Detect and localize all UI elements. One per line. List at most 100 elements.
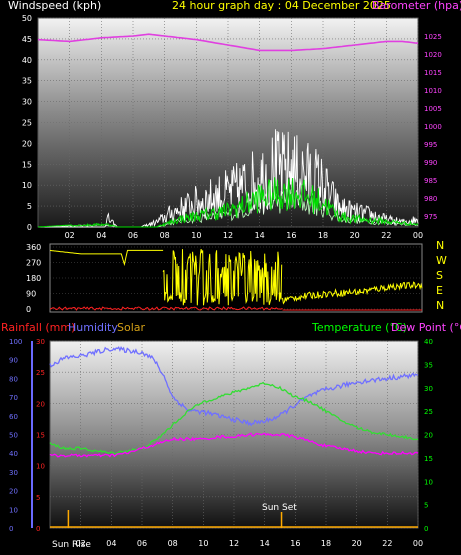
rain-tick-label: 15 bbox=[36, 432, 45, 440]
wind-gust-line bbox=[38, 129, 419, 228]
humidity-title: Humidity bbox=[68, 321, 118, 334]
temperature-tick-label: 25 bbox=[424, 408, 433, 416]
barometer-tick-label: 1010 bbox=[424, 87, 442, 95]
temperature-tick-label: 5 bbox=[424, 502, 428, 510]
compass-label: N bbox=[436, 299, 444, 312]
wind-x-tick-label: 04 bbox=[96, 231, 106, 240]
wind-series bbox=[37, 33, 419, 228]
temperature-tick-label: 30 bbox=[424, 385, 433, 393]
wind-x-tick-label: 18 bbox=[318, 231, 328, 240]
temp-panel: 0102030405060708090100051015202530051015… bbox=[9, 338, 433, 548]
humidity-tick-label: 0 bbox=[9, 525, 13, 533]
temp-axes-ticks: 0 10 20 30 40 50 60 70 80 90 100 0 5 10 15 20 25 30 0 5 10 15… bbox=[9, 338, 433, 533]
direction-tick-label: 0 bbox=[26, 305, 31, 314]
barometer-y-ticks: 975 980 985 990 995 1000 1005 1010 1015 1020 1025 bbox=[424, 33, 442, 221]
rain-tick-label: 0 bbox=[36, 525, 40, 533]
sunrise-label: Sun Rise bbox=[52, 540, 91, 550]
temperature-line bbox=[49, 381, 419, 455]
wind-x-tick-label: 06 bbox=[128, 231, 138, 240]
temp-x-ticks: 02 04 06 08 10 12 14 16 18 20 22 00 bbox=[76, 539, 424, 548]
temperature-tick-label: 0 bbox=[424, 525, 428, 533]
compass-label: E bbox=[436, 284, 443, 297]
temp-x-tick-label: 08 bbox=[168, 539, 178, 548]
rainfall-title: Rainfall (mm) bbox=[1, 321, 75, 334]
wind-average-line bbox=[37, 177, 419, 228]
sunset-label: Sun Set bbox=[262, 503, 297, 513]
sun-markers bbox=[67, 510, 283, 528]
compass-label: N bbox=[436, 239, 444, 252]
date-title: 24 hour graph day : 04 December 2025 bbox=[172, 0, 391, 12]
humidity-tick-label: 30 bbox=[9, 469, 18, 477]
wind-tick-label: 30 bbox=[22, 98, 32, 107]
barometer-tick-label: 985 bbox=[424, 177, 437, 185]
wind-y-ticks: 0 5 10 15 20 25 30 35 40 45 50 bbox=[22, 14, 32, 232]
temp-x-tick-label: 18 bbox=[321, 539, 331, 548]
wind-x-tick-label: 00 bbox=[413, 231, 423, 240]
temp-x-tick-label: 04 bbox=[106, 539, 116, 548]
wind-x-tick-label: 16 bbox=[286, 231, 296, 240]
humidity-line bbox=[49, 345, 419, 427]
barometer-title: Barometer (hpa) bbox=[372, 0, 461, 12]
direction-line-night bbox=[49, 249, 164, 267]
temperature-tick-label: 10 bbox=[424, 478, 433, 486]
rain-tick-label: 25 bbox=[36, 369, 45, 377]
temp-x-tick-label: 14 bbox=[260, 539, 270, 548]
temp-x-tick-label: 16 bbox=[290, 539, 300, 548]
humidity-tick-label: 70 bbox=[9, 394, 18, 402]
barometer-tick-label: 1025 bbox=[424, 33, 442, 41]
wind-tick-label: 20 bbox=[22, 139, 32, 148]
direction-series bbox=[49, 249, 423, 311]
temperature-title: Temperature (°C) bbox=[311, 321, 407, 334]
direction-tick-label: 270 bbox=[26, 259, 41, 268]
wind-tick-label: 5 bbox=[27, 202, 32, 211]
humidity-tick-label: 90 bbox=[9, 357, 18, 365]
humidity-tick-label: 10 bbox=[9, 506, 18, 514]
wind-tick-label: 10 bbox=[22, 181, 32, 190]
humidity-tick-label: 50 bbox=[9, 432, 18, 440]
rain-tick-label: 20 bbox=[36, 400, 45, 408]
dewpoint-line bbox=[49, 432, 419, 458]
wind-x-ticks: 02 04 06 08 10 12 14 16 18 20 22 00 bbox=[65, 231, 424, 240]
wind-title: Windspeed (kph) bbox=[8, 0, 101, 12]
barometer-tick-label: 1020 bbox=[424, 51, 442, 59]
temperature-tick-label: 20 bbox=[424, 432, 433, 440]
barometer-line bbox=[37, 33, 419, 52]
humidity-tick-label: 100 bbox=[9, 338, 22, 346]
direction-tick-label: 180 bbox=[26, 274, 41, 283]
humidity-tick-label: 20 bbox=[9, 488, 18, 496]
barometer-tick-label: 1015 bbox=[424, 69, 442, 77]
temp-x-tick-label: 06 bbox=[137, 539, 147, 548]
temperature-tick-label: 35 bbox=[424, 361, 433, 369]
barometer-tick-label: 975 bbox=[424, 213, 437, 221]
direction-tick-label: 90 bbox=[26, 290, 36, 299]
wind-x-tick-label: 08 bbox=[160, 231, 170, 240]
direction-line-evening bbox=[282, 281, 423, 305]
wind-x-tick-label: 22 bbox=[381, 231, 391, 240]
direction-line-day bbox=[162, 249, 283, 306]
wind-tick-label: 15 bbox=[22, 160, 32, 169]
temp-x-tick-label: 02 bbox=[76, 539, 86, 548]
barometer-tick-label: 980 bbox=[424, 195, 437, 203]
temp-series bbox=[49, 345, 419, 528]
wind-x-tick-label: 14 bbox=[255, 231, 265, 240]
solar-title: Solar bbox=[117, 321, 146, 334]
wind-x-tick-label: 10 bbox=[191, 231, 201, 240]
barometer-tick-label: 990 bbox=[424, 159, 437, 167]
barometer-tick-label: 1005 bbox=[424, 105, 442, 113]
temp-grid bbox=[50, 340, 419, 529]
direction-gust-trace bbox=[49, 306, 283, 311]
temp-x-tick-label: 20 bbox=[352, 539, 362, 548]
wind-tick-label: 40 bbox=[22, 56, 32, 65]
wind-tick-label: 35 bbox=[22, 77, 32, 86]
direction-tick-label: 360 bbox=[26, 243, 41, 252]
compass-label: S bbox=[436, 269, 443, 282]
wind-tick-label: 50 bbox=[22, 14, 32, 23]
barometer-tick-label: 1000 bbox=[424, 123, 442, 131]
humidity-tick-label: 60 bbox=[9, 413, 18, 421]
wind-x-tick-label: 02 bbox=[65, 231, 75, 240]
wind-tick-label: 0 bbox=[27, 223, 32, 232]
wind-tick-label: 25 bbox=[22, 119, 32, 128]
